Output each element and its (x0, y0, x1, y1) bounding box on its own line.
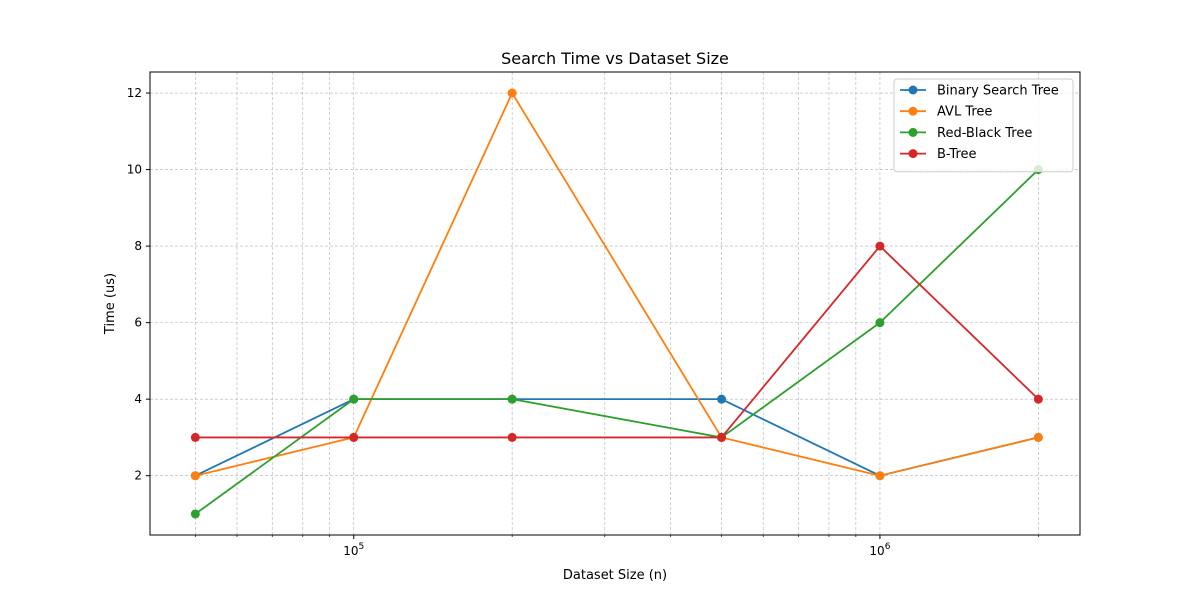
y-tick-label: 12 (127, 86, 142, 100)
data-point (717, 394, 727, 404)
y-tick-label: 6 (134, 316, 142, 330)
data-point (349, 432, 359, 442)
y-tick-label: 2 (134, 469, 142, 483)
data-point (717, 432, 727, 442)
legend-label: B-Tree (937, 147, 977, 162)
series-line (195, 245, 1039, 439)
data-point (190, 509, 200, 519)
legend-marker (908, 106, 918, 116)
plot-frame (149, 71, 1081, 536)
x-tick-label: 105 (343, 542, 364, 558)
y-tick-label: 4 (134, 392, 142, 406)
legend-marker (908, 149, 918, 159)
legend-marker (908, 85, 918, 95)
y-tick-label: 8 (134, 239, 142, 253)
data-point (875, 241, 885, 251)
data-point (875, 471, 885, 481)
data-point (875, 318, 885, 328)
series-line (195, 92, 1039, 477)
chart-title: Search Time vs Dataset Size (501, 49, 729, 68)
data-point (507, 432, 517, 442)
data-point (190, 471, 200, 481)
legend-marker (908, 127, 918, 137)
series-line (194, 168, 1039, 515)
tick-layer: 105 106 2 4 6 8 10 12 (127, 86, 1039, 558)
x-axis-label: Dataset Size (n) (563, 568, 667, 583)
data-point (190, 432, 200, 442)
data-point (1033, 394, 1043, 404)
data-point (507, 394, 517, 404)
legend-label: Red-Black Tree (937, 126, 1032, 141)
series-layer (190, 88, 1043, 519)
legend-box (893, 78, 1074, 173)
data-point (349, 394, 359, 404)
data-point (1033, 432, 1043, 442)
y-axis-label: Time (us) (103, 273, 118, 335)
data-point (507, 88, 517, 98)
legend-label: AVL Tree (937, 105, 992, 120)
legend-label: Binary Search Tree (937, 84, 1059, 99)
x-tick-label: 106 (869, 542, 890, 558)
legend: Binary Search Tree AVL Tree Red-Black Tree… (893, 78, 1074, 173)
y-tick-label: 10 (127, 163, 142, 177)
